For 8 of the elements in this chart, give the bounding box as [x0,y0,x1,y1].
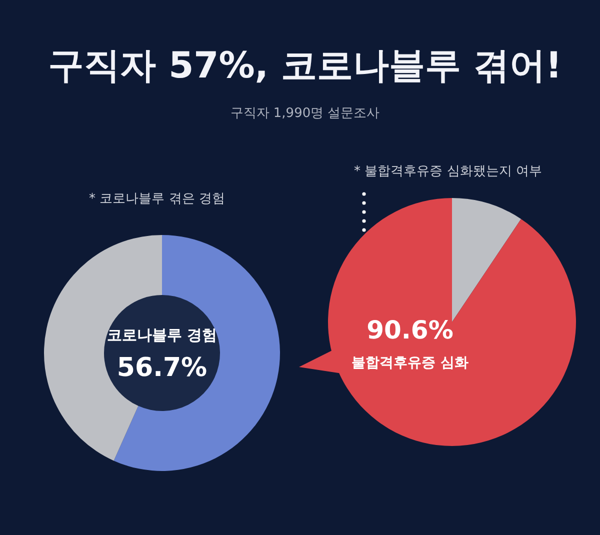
data-label: 56.7% [116,353,208,383]
chart-title: * 불합격후유증 심화됐는지 여부 [354,164,542,179]
legend-label: 불합격후유증 심화 [352,355,468,371]
data-label: 90.6% [366,316,454,344]
chart-subtitle: 구직자 1,990명 설문조사 [230,106,380,121]
chart-title: 구직자 57%, 코로나블루 겪어! [48,46,562,86]
slice-label: 코로나블루 경험 [106,326,218,344]
text: * 코로나블루 겪은 경험 [89,192,225,206]
